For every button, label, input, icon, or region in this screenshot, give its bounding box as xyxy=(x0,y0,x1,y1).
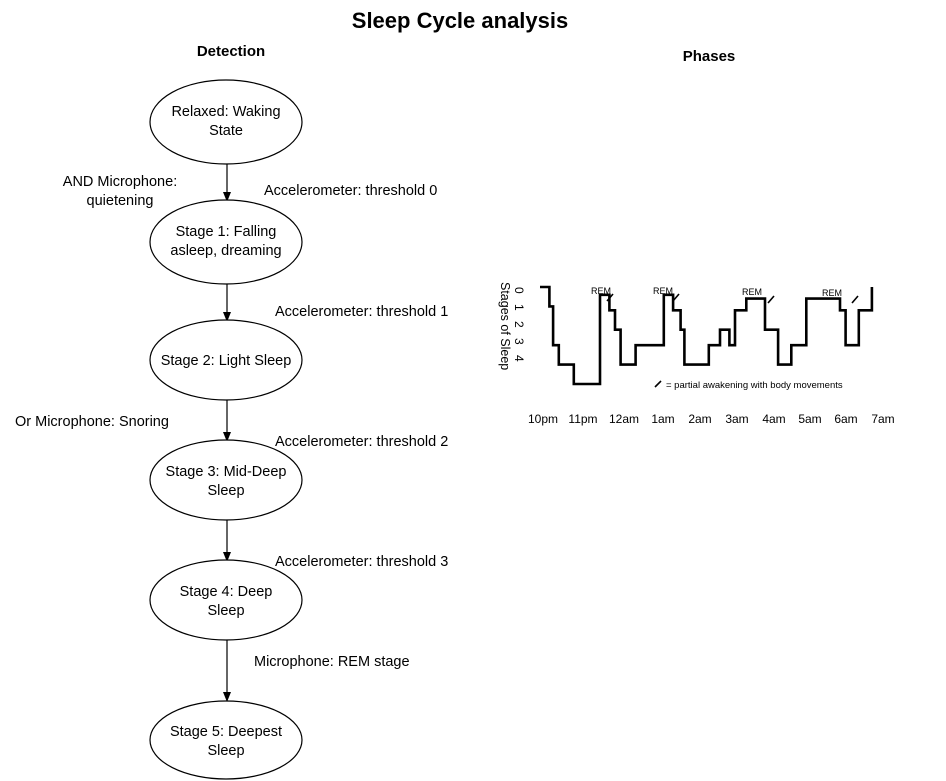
node-stage-1-line-2: asleep, dreaming xyxy=(170,243,281,259)
legend-text: = partial awakening with body movements xyxy=(666,380,843,391)
node-stage-2: Stage 2: Light Sleep xyxy=(149,319,303,401)
y-axis-label: Stages of Sleep xyxy=(498,282,512,370)
node-stage-4: Stage 4: Deep Sleep xyxy=(149,559,303,641)
edge-label-accelerometer-0: Accelerometer: threshold 0 xyxy=(264,183,437,199)
edge-label-and-microphone-line-2: quietening xyxy=(87,193,154,209)
x-tick-labels: 10pm 11pm 12am 1am 2am 3am 4am 5am 6am 7… xyxy=(528,412,895,426)
edge-label-microphone-rem: Microphone: REM stage xyxy=(254,654,410,670)
x-tick-label: 7am xyxy=(871,412,894,426)
rem-label: REM xyxy=(653,286,673,296)
phases-heading: Phases xyxy=(683,48,736,65)
node-stage-1-line-1: Stage 1: Falling xyxy=(176,224,277,240)
node-stage-2-line-1: Stage 2: Light Sleep xyxy=(161,353,292,369)
y-tick-label: 3 xyxy=(512,338,526,345)
edge-label-accelerometer-2: Accelerometer: threshold 2 xyxy=(275,434,448,450)
rem-label: REM xyxy=(591,286,611,296)
x-tick-label: 2am xyxy=(688,412,711,426)
node-stage-5: Stage 5: Deepest Sleep xyxy=(149,700,303,780)
rem-label: REM xyxy=(742,287,762,297)
x-tick-label: 5am xyxy=(798,412,821,426)
node-stage-3-line-1: Stage 3: Mid-Deep xyxy=(166,464,287,480)
y-tick-label: 0 xyxy=(512,287,526,294)
node-stage-3: Stage 3: Mid-Deep Sleep xyxy=(149,439,303,521)
edge-label-accelerometer-3: Accelerometer: threshold 3 xyxy=(275,554,448,570)
rem-label: REM xyxy=(822,288,842,298)
node-waking-state: Relaxed: Waking State xyxy=(149,79,303,165)
node-waking-state-line-1: Relaxed: Waking xyxy=(171,104,280,120)
legend-mark-icon xyxy=(654,380,662,388)
x-tick-label: 6am xyxy=(834,412,857,426)
awakening-mark xyxy=(606,293,614,302)
x-tick-label: 12am xyxy=(609,412,639,426)
node-stage-4-line-1: Stage 4: Deep xyxy=(180,584,273,600)
x-tick-label: 10pm xyxy=(528,412,558,426)
node-stage-5-line-2: Sleep xyxy=(207,743,244,759)
sleep-phases-chart: Stages of Sleep 0 1 2 3 4 REM REM REM RE… xyxy=(498,282,895,426)
edge-label-or-microphone: Or Microphone: Snoring xyxy=(15,414,169,430)
y-tick-label: 4 xyxy=(512,355,526,362)
y-tick-label: 1 xyxy=(512,304,526,311)
awakening-mark xyxy=(672,293,680,302)
node-stage-4-line-2: Sleep xyxy=(207,603,244,619)
edge-label-and-microphone-line-1: AND Microphone: xyxy=(63,174,177,190)
x-tick-label: 3am xyxy=(725,412,748,426)
diagram-title: Sleep Cycle analysis xyxy=(352,8,568,33)
sleep-stage-line xyxy=(540,285,874,386)
edge-label-accelerometer-1: Accelerometer: threshold 1 xyxy=(275,304,448,320)
node-stage-3-line-2: Sleep xyxy=(207,483,244,499)
x-tick-label: 1am xyxy=(651,412,674,426)
y-tick-labels: 0 1 2 3 4 xyxy=(512,287,526,362)
awakening-mark xyxy=(851,295,859,304)
x-tick-label: 4am xyxy=(762,412,785,426)
node-stage-1: Stage 1: Falling asleep, dreaming xyxy=(149,199,303,285)
node-waking-state-line-2: State xyxy=(209,123,243,139)
detection-heading: Detection xyxy=(197,43,265,60)
y-tick-label: 2 xyxy=(512,321,526,328)
x-tick-label: 11pm xyxy=(568,412,597,426)
awakening-mark xyxy=(767,295,775,304)
node-stage-5-line-1: Stage 5: Deepest xyxy=(170,724,282,740)
